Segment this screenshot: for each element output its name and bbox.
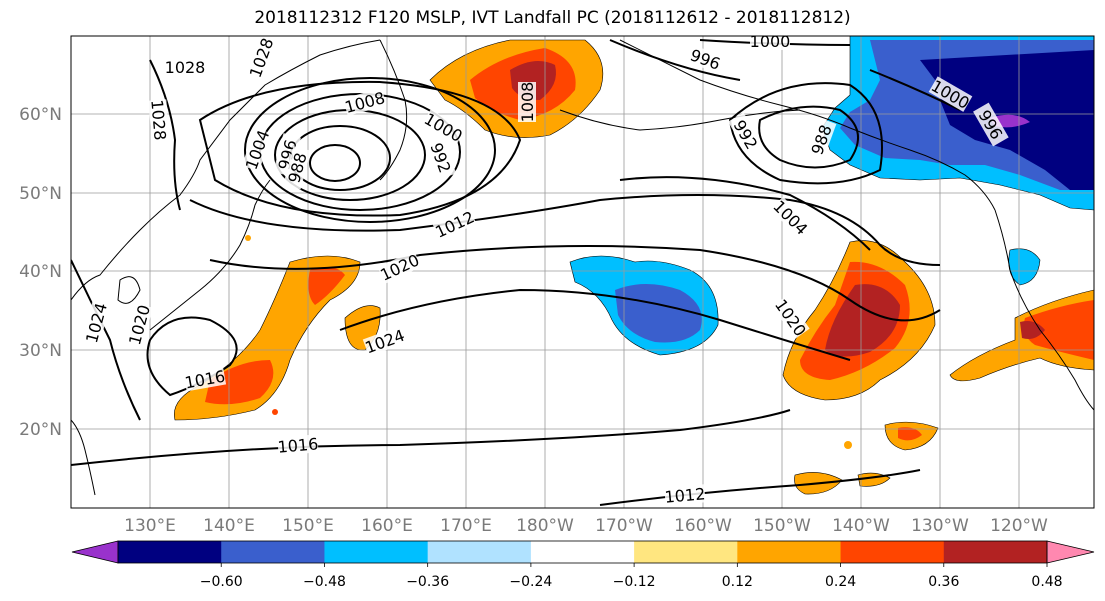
lat-tick-label: 30°N	[19, 341, 62, 361]
lat-tick-label: 20°N	[19, 420, 62, 440]
positive-anomaly-speck-2	[272, 409, 278, 415]
positive-anomaly-speck-1	[844, 441, 852, 449]
mslp-contour-far-west	[71, 259, 141, 421]
colorbar-extend-min	[71, 540, 119, 564]
longitude-tick-labels: 130°E 140°E 150°E 160°E 170°E 180°W 170°W 160°W…	[124, 516, 1048, 536]
mslp-label: 1016	[277, 434, 319, 456]
lon-tick-label: 180°W	[516, 516, 574, 536]
lat-tick-label: 40°N	[19, 262, 62, 282]
svg-text:1028: 1028	[147, 99, 169, 141]
positive-anomaly-japan-inner	[205, 266, 345, 405]
coastline-north-america-west	[994, 209, 1094, 411]
colorbar-tick-label: −0.24	[509, 574, 552, 590]
mslp-contour-ne-996	[609, 39, 741, 81]
mslp-contour-1008	[198, 80, 522, 217]
mslp-contour-1012-south	[599, 469, 921, 506]
mslp-label: 1028	[165, 58, 206, 77]
positive-anomaly-california-core	[1020, 321, 1045, 339]
mslp-contour-ne-low-992	[728, 82, 883, 185]
lon-tick-label: 160°W	[674, 516, 732, 536]
colorbar-tick-label: −0.36	[406, 574, 449, 590]
lat-tick-label: 50°N	[19, 184, 62, 204]
svg-text:1028: 1028	[165, 58, 206, 77]
colorbar-tick-label: −0.48	[303, 574, 346, 590]
lon-tick-label: 160°E	[361, 516, 413, 536]
latitude-tick-labels: 60°N 50°N 40°N 30°N 20°N	[19, 105, 62, 440]
mslp-contour-1016-south	[71, 409, 791, 466]
lon-tick-label: 140°E	[203, 516, 255, 536]
mslp-contour-1004	[244, 77, 496, 223]
colorbar-bin	[634, 541, 738, 563]
colorbar-tick-label: 0.24	[825, 574, 856, 590]
ivt-anomaly-layer	[173, 36, 1094, 495]
graticule	[71, 36, 1094, 508]
coastline-kamchatka	[379, 39, 408, 181]
svg-text:1000: 1000	[750, 32, 791, 51]
negative-anomaly-central-pacific-inner	[615, 284, 702, 343]
colorbar-tick-label: −0.60	[200, 574, 243, 590]
mslp-contours	[71, 39, 961, 506]
mslp-low-center-988	[309, 144, 361, 182]
colorbar-bin	[737, 541, 842, 563]
svg-text:1016: 1016	[277, 434, 319, 456]
lon-tick-label: 170°W	[595, 516, 653, 536]
coastlines	[71, 39, 1094, 496]
coastline-alaska	[619, 39, 996, 211]
map-frame	[70, 35, 1095, 509]
coastline-korea	[117, 276, 141, 304]
lon-tick-label: 130°E	[124, 516, 176, 536]
colorbar-tick-label: 0.12	[722, 574, 753, 590]
positive-anomaly-ne-pacific-core	[825, 284, 900, 357]
svg-text:1012: 1012	[664, 484, 706, 506]
coastline-taiwan-philippines	[71, 419, 96, 496]
mslp-label: 1028	[147, 99, 169, 141]
colorbar-tick-label: 0.48	[1031, 574, 1062, 590]
mslp-contour-ne-1000b	[869, 69, 961, 111]
mslp-label: 1008	[518, 82, 537, 123]
coastline-aleutians	[559, 109, 801, 131]
colorbar-bin	[118, 541, 222, 563]
colorbar-tick-label: 0.36	[928, 574, 959, 590]
colorbar: −0.60 −0.48 −0.36 −0.24 −0.12 0.12 0.24 0.36 0.4…	[71, 540, 1095, 590]
mslp-label: 1000	[750, 32, 791, 51]
mslp-contour-1024	[339, 288, 851, 361]
positive-anomaly-hawaii-east-core	[898, 427, 922, 441]
colorbar-bin	[427, 541, 532, 563]
colorbar-bin	[530, 541, 635, 563]
lon-tick-label: 150°E	[282, 516, 334, 536]
colorbar-bin	[840, 541, 945, 563]
lat-tick-label: 60°N	[19, 105, 62, 125]
mslp-contour-ne-low-988	[758, 105, 859, 169]
positive-anomaly-california-inner	[1023, 300, 1094, 360]
colorbar-bin	[943, 541, 1048, 563]
colorbar-frame	[117, 540, 1048, 564]
colorbar-bin	[221, 541, 325, 563]
positive-anomaly-speck-3	[245, 235, 251, 241]
mslp-contour-far-west-1028	[149, 59, 181, 211]
lon-tick-label: 140°W	[832, 516, 890, 536]
colorbar-bin	[324, 541, 429, 563]
lon-tick-label: 170°E	[440, 516, 492, 536]
colorbar-tick-label: −0.12	[613, 574, 656, 590]
mslp-contour-ne-1004	[619, 176, 871, 251]
map-title: 2018112312 F120 MSLP, IVT Landfall PC (2…	[254, 8, 851, 28]
svg-text:1008: 1008	[518, 82, 537, 123]
mslp-contour-1020	[209, 245, 941, 322]
colorbar-extend-max	[1046, 540, 1095, 564]
coastline-japan	[149, 179, 271, 331]
lon-tick-label: 130°W	[911, 516, 969, 536]
mslp-label: 1012	[664, 484, 706, 506]
mslp-contour-1012	[189, 194, 941, 266]
lon-tick-label: 120°W	[990, 516, 1048, 536]
lon-tick-label: 150°W	[753, 516, 811, 536]
coastline-asia-east	[71, 39, 381, 301]
